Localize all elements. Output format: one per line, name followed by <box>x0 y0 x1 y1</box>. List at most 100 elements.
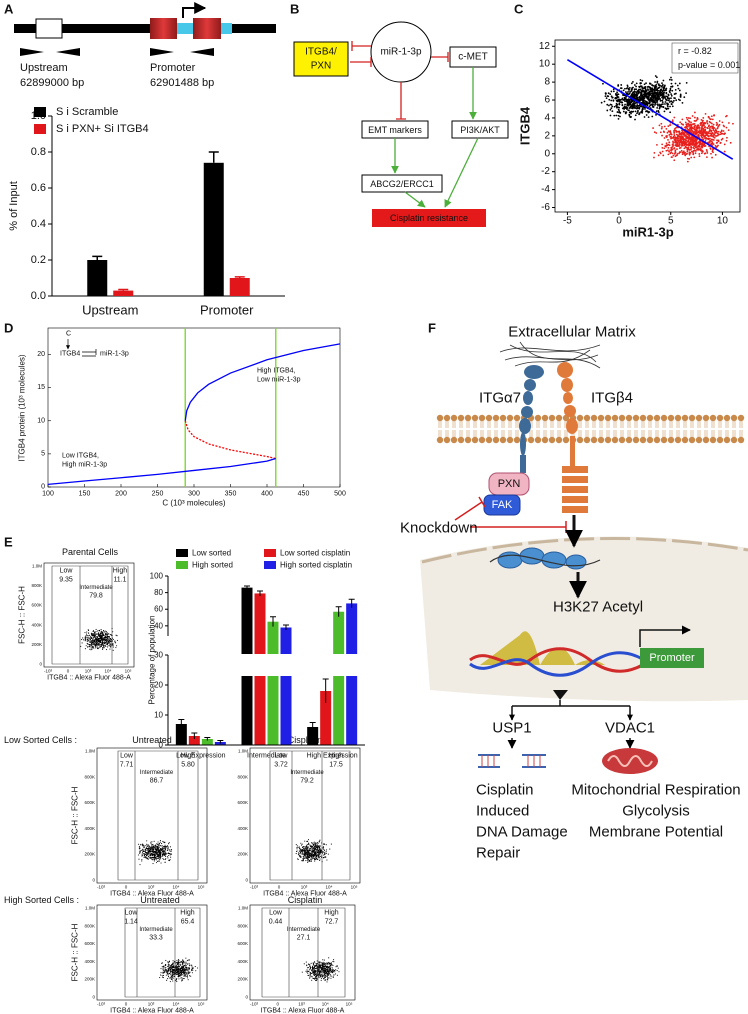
point-cloud <box>670 146 673 149</box>
point-cloud <box>296 846 298 848</box>
gate-value: 3.72 <box>274 762 288 769</box>
lipid <box>660 436 668 444</box>
lipid <box>695 414 703 422</box>
point-cloud <box>300 844 302 846</box>
lipid <box>730 414 738 422</box>
point-cloud <box>643 95 645 97</box>
point-cloud <box>170 978 172 980</box>
point-cloud <box>671 85 674 88</box>
point-cloud <box>710 115 713 118</box>
point-cloud <box>322 975 324 977</box>
point-cloud <box>678 143 681 146</box>
point-cloud <box>177 967 179 969</box>
point-cloud <box>152 843 154 845</box>
point-cloud <box>167 852 169 854</box>
point-cloud <box>335 973 337 975</box>
point-cloud <box>308 849 310 851</box>
point-cloud <box>172 966 174 968</box>
point-cloud <box>630 115 632 118</box>
point-cloud <box>96 641 98 643</box>
gate-value: 33.3 <box>149 935 163 942</box>
point-cloud <box>185 957 187 959</box>
point-cloud <box>676 134 679 137</box>
point-cloud <box>93 637 95 639</box>
point-cloud <box>696 125 698 128</box>
point-cloud <box>316 855 318 857</box>
point-cloud <box>716 127 719 130</box>
region-name: Upstream <box>20 62 68 74</box>
point-cloud <box>181 977 183 979</box>
point-cloud <box>642 100 645 103</box>
point-cloud <box>184 966 187 968</box>
point-cloud <box>306 843 308 846</box>
point-cloud <box>335 966 337 968</box>
point-cloud <box>84 648 86 650</box>
lipid-tail <box>466 430 470 437</box>
point-cloud <box>688 128 690 131</box>
point-cloud <box>681 153 684 156</box>
point-cloud <box>328 967 330 969</box>
point-cloud <box>605 92 607 95</box>
point-cloud <box>97 638 99 640</box>
lipid-tail <box>627 430 631 437</box>
point-cloud <box>307 850 309 852</box>
point-cloud <box>153 854 155 856</box>
point-cloud <box>172 962 174 964</box>
point-cloud <box>661 146 664 149</box>
point-cloud <box>628 99 631 101</box>
point-cloud <box>147 857 149 860</box>
point-cloud <box>308 852 311 854</box>
point-cloud <box>96 648 99 650</box>
point-cloud <box>95 630 97 633</box>
point-cloud <box>162 852 164 854</box>
point-cloud <box>685 126 688 129</box>
point-cloud <box>310 848 312 850</box>
point-cloud <box>152 845 154 847</box>
point-cloud <box>714 128 717 131</box>
lipid <box>688 436 696 444</box>
point-cloud <box>152 847 154 849</box>
point-cloud <box>626 85 629 88</box>
point-cloud <box>608 104 610 107</box>
point-cloud <box>655 132 658 134</box>
point-cloud <box>671 137 673 139</box>
point-cloud <box>329 968 331 970</box>
point-cloud <box>653 94 655 96</box>
lipid <box>604 414 612 422</box>
point-cloud <box>315 855 317 857</box>
point-cloud <box>684 154 687 157</box>
point-cloud <box>152 854 154 856</box>
point-cloud <box>662 154 665 157</box>
error-bar <box>118 288 129 291</box>
point-cloud <box>317 857 319 859</box>
point-cloud <box>156 847 158 850</box>
point-cloud <box>710 152 712 155</box>
point-cloud <box>690 150 693 153</box>
point-cloud <box>659 105 662 108</box>
point-cloud <box>651 84 654 87</box>
point-cloud <box>321 971 323 973</box>
point-cloud <box>312 972 314 974</box>
mechanism-diagram <box>420 341 748 774</box>
point-cloud <box>180 961 182 964</box>
point-cloud <box>315 852 317 854</box>
y-tick-label: 0 <box>92 995 95 1000</box>
point-cloud <box>178 962 181 964</box>
point-cloud <box>672 154 675 157</box>
point-cloud <box>164 845 166 847</box>
point-cloud <box>147 844 149 846</box>
point-cloud <box>650 103 653 106</box>
point-cloud <box>329 848 331 850</box>
point-cloud <box>172 972 174 974</box>
point-cloud <box>653 89 656 92</box>
point-cloud <box>101 642 103 644</box>
point-cloud <box>628 92 631 95</box>
point-cloud <box>679 121 682 124</box>
point-cloud <box>159 858 161 860</box>
point-cloud <box>634 118 636 121</box>
point-cloud <box>672 144 675 147</box>
point-cloud <box>189 971 191 973</box>
point-cloud <box>151 841 153 843</box>
point-cloud <box>325 852 327 854</box>
point-cloud <box>92 639 94 641</box>
